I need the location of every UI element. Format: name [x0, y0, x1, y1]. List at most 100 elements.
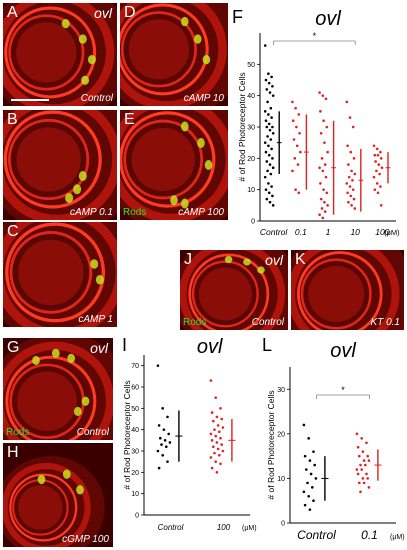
data-point — [348, 185, 352, 188]
data-point — [351, 178, 354, 182]
lens — [18, 239, 84, 306]
data-point — [377, 163, 381, 166]
photoreceptor-layer — [4, 6, 97, 99]
panel-h-image: H cGMP 100 — [3, 443, 113, 547]
x-category-label: Control — [297, 528, 336, 542]
y-tick-label: 40 — [247, 93, 255, 100]
x-category-label: 0.1 — [295, 227, 307, 237]
data-point — [209, 379, 213, 382]
panel-g-image: G ovl Rods Control — [3, 338, 113, 440]
lens — [16, 22, 77, 83]
y-tick-label: 10 — [277, 476, 285, 483]
data-point — [263, 175, 267, 179]
data-point — [312, 450, 315, 453]
data-point — [347, 175, 351, 179]
data-point — [314, 477, 318, 480]
data-point — [366, 454, 369, 458]
data-point — [356, 445, 360, 449]
eye-illustration — [291, 250, 404, 330]
data-point — [163, 439, 167, 442]
gene-label: ovl — [90, 340, 108, 356]
data-point — [350, 169, 353, 173]
eye-illustration — [3, 222, 117, 327]
gene-label: ovl — [94, 5, 112, 21]
x-category-label: 100 — [217, 523, 231, 532]
rods-stain-label: Rods — [183, 317, 207, 328]
y-tick-label: 30 — [131, 449, 139, 456]
data-point — [218, 453, 221, 457]
chart-panel-label: F — [232, 7, 243, 27]
data-point — [379, 185, 382, 188]
data-point — [156, 364, 160, 367]
data-point — [294, 188, 297, 191]
panel-label: J — [184, 251, 192, 268]
x-category-label: 10 — [350, 227, 360, 237]
rod-cell-cluster — [87, 55, 96, 65]
data-point — [379, 157, 383, 160]
condition-label: Control — [76, 427, 109, 438]
data-point — [312, 499, 315, 503]
panel-d-image: D cAMP 10 — [120, 3, 228, 106]
data-point — [168, 441, 172, 444]
rod-cell-cluster — [81, 75, 90, 85]
data-point — [375, 169, 378, 173]
data-point — [297, 191, 301, 195]
data-point — [319, 197, 323, 201]
photoreceptor-layer — [9, 473, 78, 542]
data-point — [268, 200, 272, 204]
data-point — [346, 144, 349, 148]
data-point — [353, 172, 357, 176]
data-point — [270, 116, 273, 119]
data-point — [324, 97, 328, 101]
data-point — [349, 150, 353, 154]
rod-cell-cluster — [193, 34, 202, 44]
data-point — [326, 204, 329, 207]
condition-label: KT 0.1 — [370, 317, 400, 328]
data-point — [268, 163, 272, 166]
data-point — [161, 453, 164, 457]
data-point — [266, 135, 269, 138]
y-tick-label: 20 — [247, 156, 255, 163]
data-point — [367, 459, 371, 462]
data-point — [379, 204, 383, 207]
data-point — [212, 445, 215, 449]
data-point — [271, 157, 274, 160]
data-point — [159, 436, 162, 440]
retina-layer — [291, 250, 400, 330]
lens — [18, 485, 63, 530]
data-point — [161, 407, 164, 410]
photoreceptor-layer — [5, 222, 106, 323]
eye-illustration — [3, 110, 117, 220]
data-point — [215, 415, 219, 419]
data-point — [303, 503, 307, 507]
data-point — [296, 163, 300, 166]
rod-cell-cluster — [78, 34, 87, 44]
data-point — [221, 449, 225, 453]
chart-panel-label: L — [262, 335, 273, 355]
data-point — [352, 157, 356, 160]
data-point — [271, 194, 274, 198]
eye-illustration — [180, 250, 288, 330]
data-point — [220, 443, 223, 446]
data-point — [299, 150, 302, 154]
data-point — [375, 147, 379, 151]
data-point — [346, 191, 349, 195]
data-point — [267, 153, 271, 157]
photoreceptor-layer — [5, 355, 97, 440]
data-point — [379, 150, 382, 154]
data-point — [305, 468, 308, 471]
y-tick-label: 30 — [247, 125, 255, 132]
panel-label: H — [7, 444, 19, 461]
rods-stain-label: Rods — [123, 207, 147, 218]
data-point — [325, 191, 329, 195]
data-point — [218, 430, 221, 434]
y-tick-label: 70 — [131, 363, 139, 370]
rod-cell-cluster — [224, 256, 233, 264]
panel-label: A — [7, 4, 18, 21]
data-point — [365, 441, 368, 445]
chart-f-svg: ovl 0 10 20 30 40 50# of Rod Photoreceptor Cel… — [237, 8, 400, 237]
x-unit-label: (μM) — [242, 525, 257, 532]
data-point — [366, 477, 369, 480]
eye-illustration — [3, 443, 113, 547]
data-point — [215, 441, 219, 444]
